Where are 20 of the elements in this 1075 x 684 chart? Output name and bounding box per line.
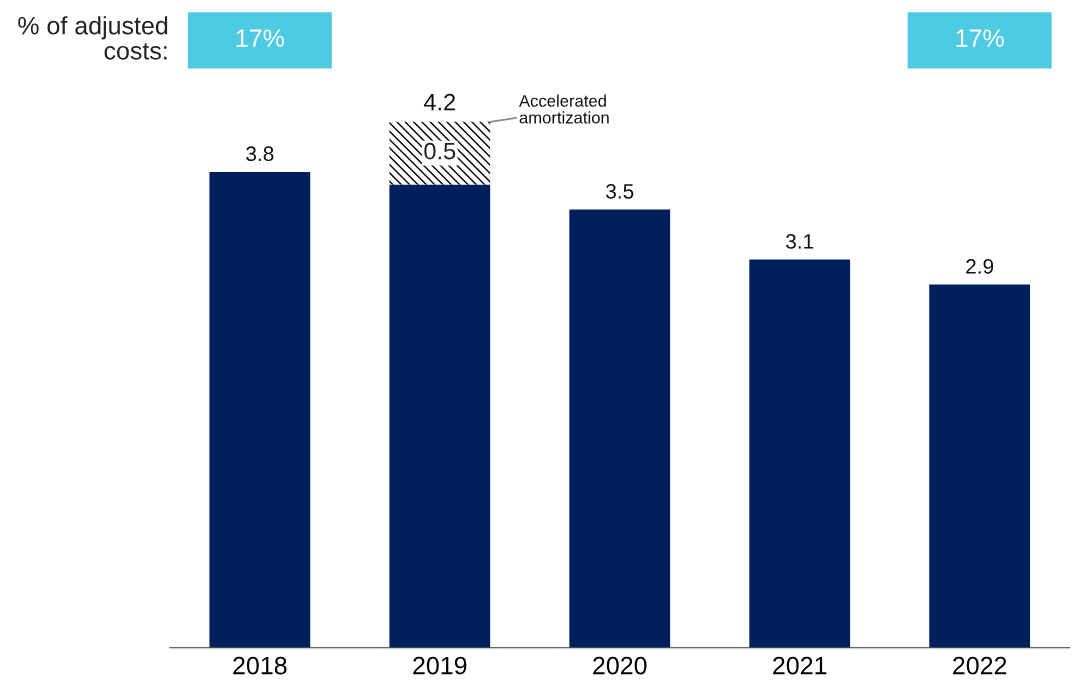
bar xyxy=(749,259,851,648)
text: % of adjusted costs: xyxy=(18,16,168,60)
x-tick-label: 2021 xyxy=(773,656,827,675)
data-label: 0.5 xyxy=(424,142,456,160)
x-tick-label: 2020 xyxy=(593,656,647,675)
total-label: 2.9 xyxy=(966,259,994,274)
total-label: 3.1 xyxy=(786,234,814,249)
total-label: 3.8 xyxy=(246,146,274,162)
x-tick-label: 2018 xyxy=(233,656,287,675)
bar xyxy=(389,184,491,648)
bar xyxy=(569,209,671,648)
x-tick-label: 2022 xyxy=(953,656,1007,675)
bar xyxy=(209,171,311,648)
series-label: Accelerated amortization xyxy=(519,94,609,124)
text: 17% xyxy=(956,29,1004,47)
total-label: 4.2 xyxy=(423,93,456,111)
total-label: 3.5 xyxy=(606,183,634,199)
text: 17% xyxy=(236,29,284,47)
bar xyxy=(929,284,1031,648)
x-tick-label: 2019 xyxy=(413,656,467,675)
